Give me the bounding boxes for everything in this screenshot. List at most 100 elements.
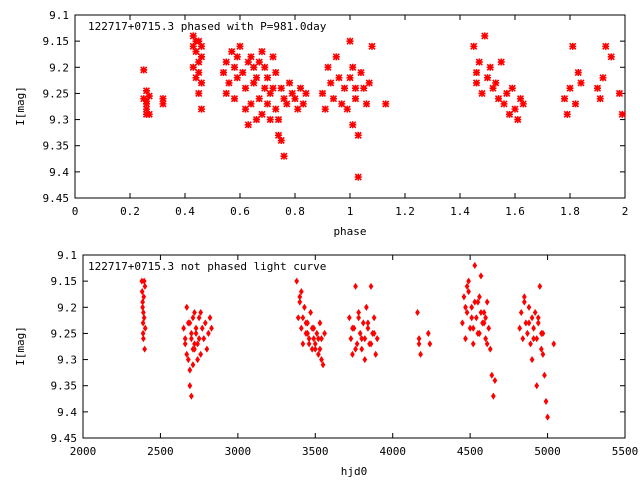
data-point (274, 131, 283, 139)
data-point (195, 37, 203, 45)
data-point (338, 100, 346, 108)
data-point (516, 95, 525, 103)
data-point (141, 293, 147, 301)
data-point (261, 63, 269, 71)
data-point (494, 95, 503, 103)
data-point (351, 95, 360, 103)
data-point (244, 58, 252, 66)
data-point (285, 79, 294, 87)
data-point (343, 105, 351, 113)
data-point (466, 288, 471, 296)
data-point (274, 116, 283, 124)
data-point (470, 324, 476, 332)
data-point (416, 340, 422, 348)
data-point (142, 282, 148, 290)
data-point (255, 58, 263, 66)
data-point (184, 350, 190, 358)
data-point (141, 277, 147, 285)
data-point (189, 392, 194, 400)
data-point (190, 361, 196, 369)
data-point (296, 84, 305, 92)
y-tick-label: 9.1 (49, 9, 69, 22)
data-point (348, 335, 354, 343)
x-tick-label: 3500 (302, 445, 329, 458)
data-point (466, 277, 471, 285)
x-tick-label: 0.6 (230, 205, 250, 218)
data-point (365, 319, 371, 327)
data-point (529, 356, 535, 364)
data-point (196, 335, 202, 343)
data-point (503, 89, 511, 97)
data-point (247, 100, 255, 108)
data-point (486, 324, 492, 332)
data-point (357, 68, 365, 77)
data-point (145, 110, 153, 118)
data-point (236, 42, 244, 50)
data-point (350, 350, 355, 358)
data-point (269, 84, 277, 92)
data-point (316, 350, 321, 358)
data-point (472, 79, 481, 87)
data-point (318, 89, 327, 97)
y-ticks: 9.1 9.15 9.2 9.25 9.3 9.35 9.4 9.45 (51, 249, 625, 445)
data-point (483, 74, 492, 82)
data-point (241, 84, 250, 92)
data-point (335, 74, 343, 82)
y-tick-label: 9.2 (57, 301, 77, 314)
data-point (577, 79, 585, 87)
data-point (247, 53, 255, 61)
x-tick-label: 2500 (147, 445, 174, 458)
data-point (531, 324, 536, 332)
y-tick-label: 9.45 (51, 432, 78, 445)
data-point (478, 89, 486, 97)
data-point (596, 95, 604, 103)
data-point (300, 314, 306, 322)
data-point (526, 303, 532, 311)
data-point (528, 340, 533, 348)
data-point (225, 79, 233, 87)
data-point (185, 319, 191, 327)
data-point (518, 308, 524, 317)
data-point (193, 324, 199, 332)
y-tick-label: 9.35 (51, 380, 78, 393)
data-point (297, 298, 303, 306)
data-point (193, 329, 199, 337)
data-point (534, 335, 540, 343)
data-point (258, 48, 266, 56)
data-point (142, 324, 148, 332)
data-point (288, 89, 296, 97)
data-point (368, 42, 376, 50)
data-point (357, 329, 363, 337)
data-point (140, 329, 146, 337)
data-point (222, 89, 230, 97)
y-tick-label: 9.35 (43, 140, 70, 153)
data-point (299, 100, 307, 108)
data-point (481, 308, 487, 317)
data-point (356, 314, 362, 322)
x-tick-label: 1.4 (450, 205, 470, 218)
x-ticks: 0 0.2 0.4 0.6 0.8 1 1.2 1.4 1.6 1.8 2 (72, 15, 628, 218)
data-point (540, 350, 546, 358)
data-point (607, 53, 615, 61)
data-point (195, 68, 203, 77)
data-point (469, 303, 475, 311)
data-point (195, 356, 200, 364)
data-point (142, 105, 151, 113)
y-tick-label: 9.4 (57, 406, 77, 419)
data-point (346, 37, 354, 45)
data-point (371, 314, 377, 322)
data-point (368, 282, 374, 290)
data-point (280, 152, 288, 160)
data-point (618, 110, 626, 118)
data-point (508, 84, 516, 92)
y-tick-label: 9.45 (43, 192, 70, 205)
data-point (354, 340, 360, 348)
data-point (470, 42, 478, 50)
data-point (329, 95, 338, 103)
data-point (463, 335, 468, 343)
x-tick-label: 4500 (457, 445, 484, 458)
data-point (182, 340, 188, 348)
data-point (461, 293, 467, 301)
data-point (303, 329, 309, 337)
data-point (316, 335, 321, 343)
